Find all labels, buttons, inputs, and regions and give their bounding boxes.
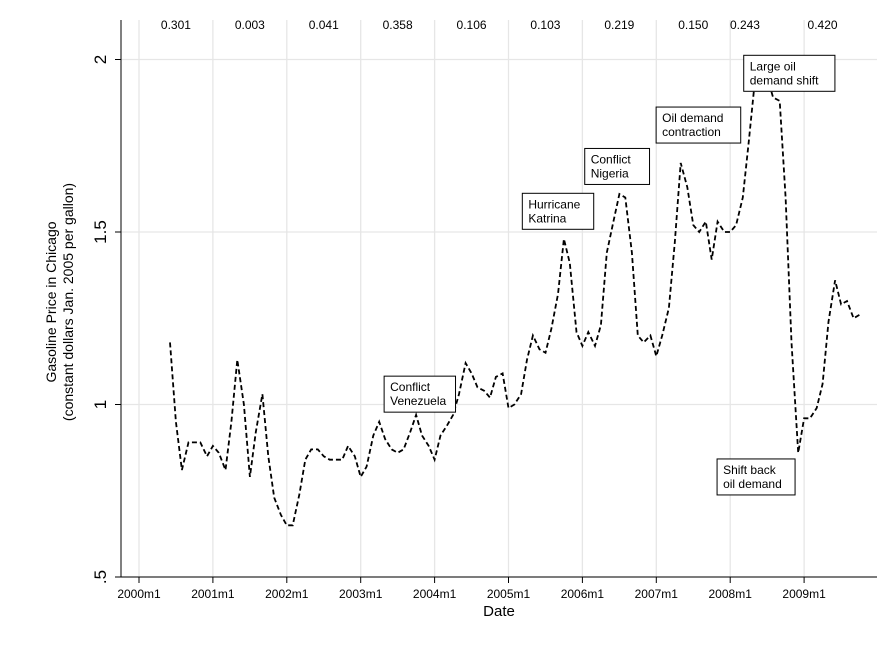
x-tick-label: 2005m1 <box>487 587 531 601</box>
annotation-text: Conflict <box>390 380 431 394</box>
annotation-frame <box>743 54 836 92</box>
y-ticks: .5 1 1.5 2 <box>91 55 121 584</box>
y-tick-label: .5 <box>91 570 110 584</box>
x-tick-label: 2006m1 <box>561 587 605 601</box>
y-tick-label: 1.5 <box>91 220 110 244</box>
x-tick-label: 2008m1 <box>709 587 753 601</box>
annotation-text: Venezuela <box>390 394 446 408</box>
annotation-frame <box>383 375 457 413</box>
x-tick-label: 2003m1 <box>339 587 383 601</box>
top-value-label: 0.103 <box>530 18 560 32</box>
annotation-text: Shift back <box>723 463 777 477</box>
annotation-frame <box>716 458 796 496</box>
annotation-text: Nigeria <box>591 166 629 180</box>
annotation-frame <box>655 106 742 144</box>
annotation-text: Katrina <box>528 211 566 225</box>
y-tick-label: 2 <box>91 55 110 64</box>
x-tick-label: 2002m1 <box>265 587 309 601</box>
axes <box>120 20 877 578</box>
gasoline-price-series-line <box>169 72 860 527</box>
top-value-label: 0.219 <box>604 18 634 32</box>
y-axis-title-line2: (constant dollars Jan. 2005 per gallon) <box>60 183 76 421</box>
top-value-label: 0.150 <box>678 18 708 32</box>
y-tick-label: 1 <box>91 400 110 409</box>
annotation-text: Conflict <box>591 152 632 166</box>
x-tick-label: 2001m1 <box>191 587 235 601</box>
x-tick-label: 2004m1 <box>413 587 457 601</box>
top-value-label: 0.041 <box>309 18 339 32</box>
annotation-text: Large oil <box>750 59 796 73</box>
x-ticks: 2000m1 2001m1 2002m1 2003m1 2004m1 2005m1 2006… <box>117 577 826 601</box>
annotation-frame <box>584 147 651 185</box>
top-value-label: 0.106 <box>457 18 487 32</box>
annotation-text: Hurricane <box>528 197 580 211</box>
annotation-text: demand shift <box>750 73 819 87</box>
top-values: 0.301 0.003 0.041 0.358 0.106 0.103 0.219 0.150… <box>161 18 838 32</box>
top-value-label: 0.003 <box>235 18 265 32</box>
y-axis-title-line1: Gasoline Price in Chicago <box>43 221 59 382</box>
top-value-label: 0.243 <box>730 18 760 32</box>
top-value-label: 0.301 <box>161 18 191 32</box>
annotation-text: contraction <box>662 125 721 139</box>
annotation-text: oil demand <box>723 477 782 491</box>
x-tick-label: 2009m1 <box>782 587 826 601</box>
x-tick-label: 2000m1 <box>117 587 161 601</box>
annotation-frame <box>521 192 595 230</box>
series-layer <box>169 72 860 527</box>
annotations: ConflictVenezuelaHurricaneKatrinaConflic… <box>383 54 836 496</box>
x-tick-label: 2007m1 <box>635 587 679 601</box>
annotation-text: Oil demand <box>662 111 723 125</box>
x-axis-title: Date <box>483 603 515 620</box>
y-axis-title: Gasoline Price in Chicago (constant doll… <box>43 183 76 421</box>
plot-background <box>121 20 877 582</box>
top-value-label: 0.420 <box>808 18 838 32</box>
top-value-label: 0.358 <box>383 18 413 32</box>
